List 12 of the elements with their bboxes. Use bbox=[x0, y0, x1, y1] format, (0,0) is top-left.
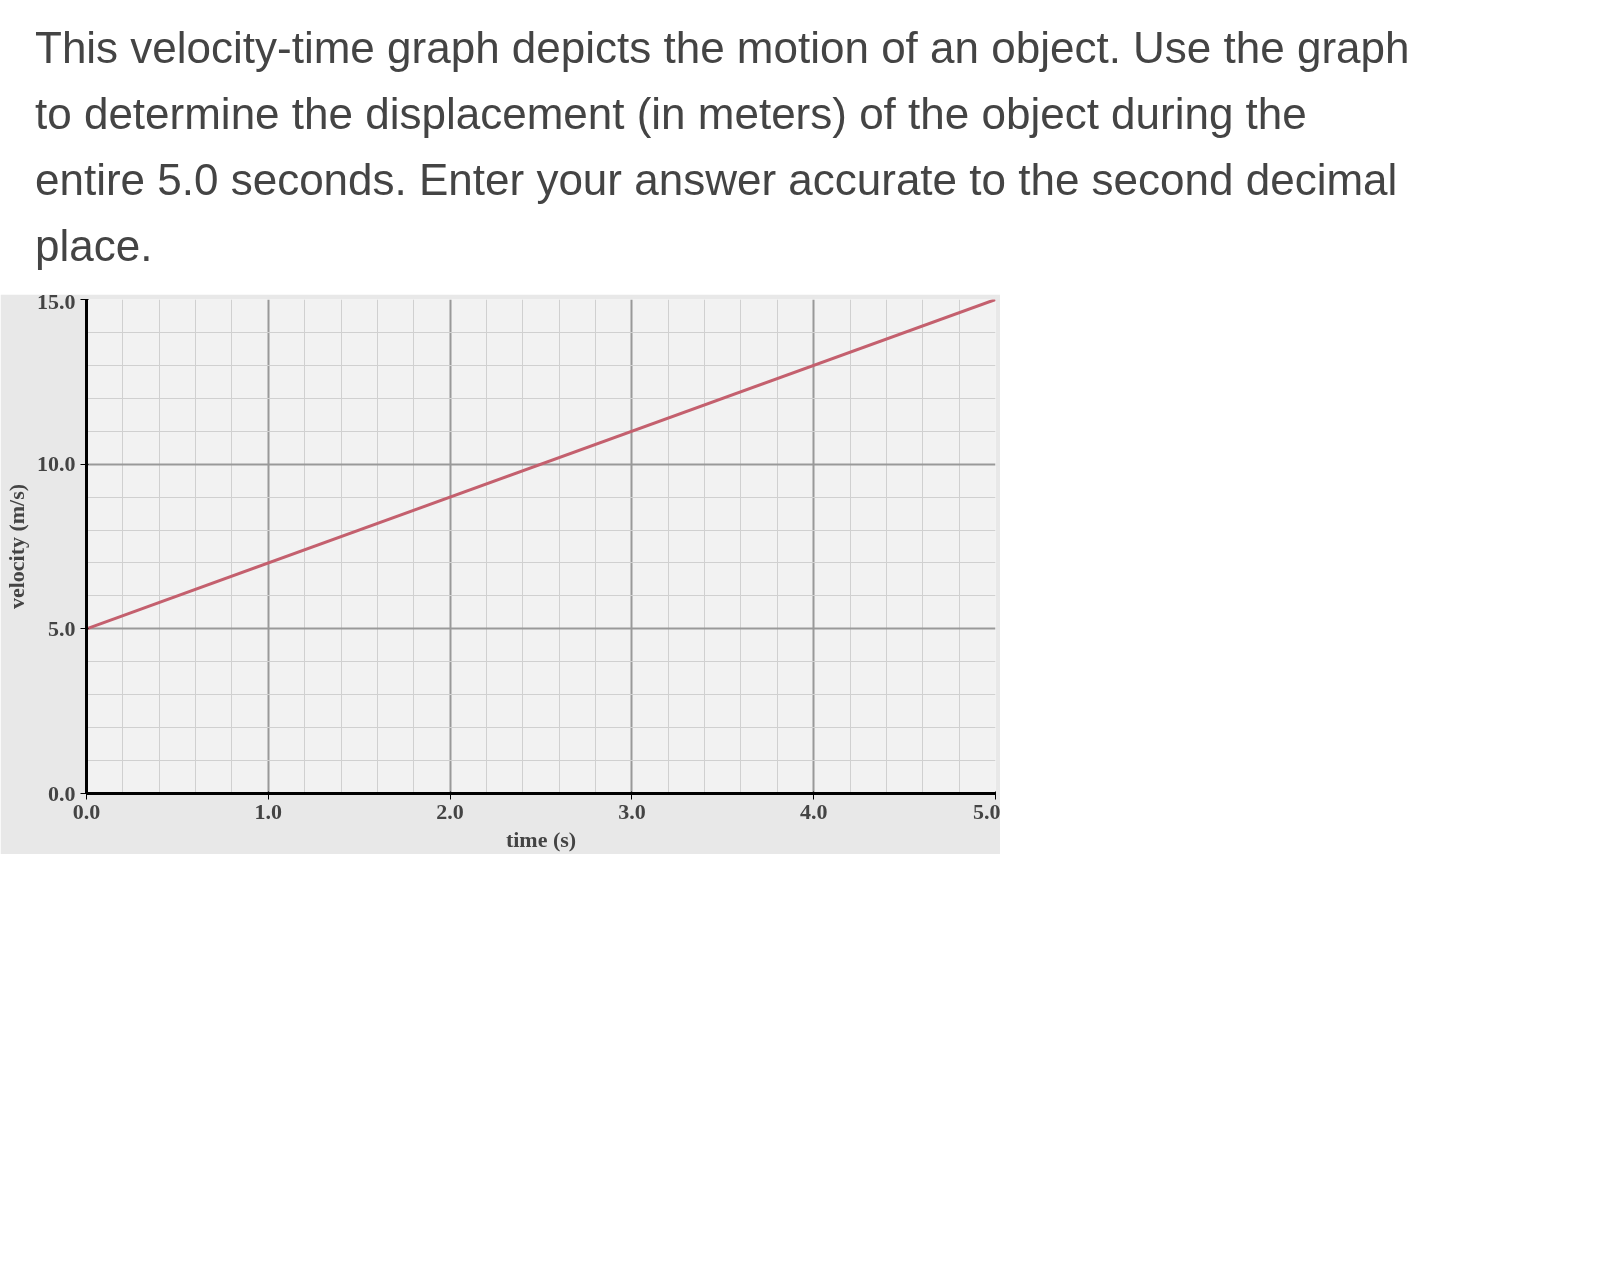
y-axis-title: velocity (m/s) bbox=[4, 483, 29, 610]
x-tick-label: 5.0 bbox=[973, 798, 1001, 824]
chart-title: This velocity-time graph depicts the motion of an object. Use the graph to determine the displacement (in meters) of the object during the entire 5.0 seconds. Enter your answer accurate to the second decimal place. bbox=[35, 22, 1411, 272]
x-tick-label: 4.0 bbox=[799, 798, 828, 824]
y-tick-label: 5.0 bbox=[48, 615, 76, 641]
y-tick-label: 15.0 bbox=[37, 288, 76, 314]
x-axis-title: time (s) bbox=[505, 826, 577, 852]
y-tick-label: 10.0 bbox=[37, 451, 76, 477]
y-tick-label: 0.0 bbox=[48, 780, 76, 806]
x-tick-label: 2.0 bbox=[436, 798, 464, 824]
x-tick-label: 1.0 bbox=[254, 798, 283, 824]
x-tick-label: 3.0 bbox=[618, 798, 646, 824]
